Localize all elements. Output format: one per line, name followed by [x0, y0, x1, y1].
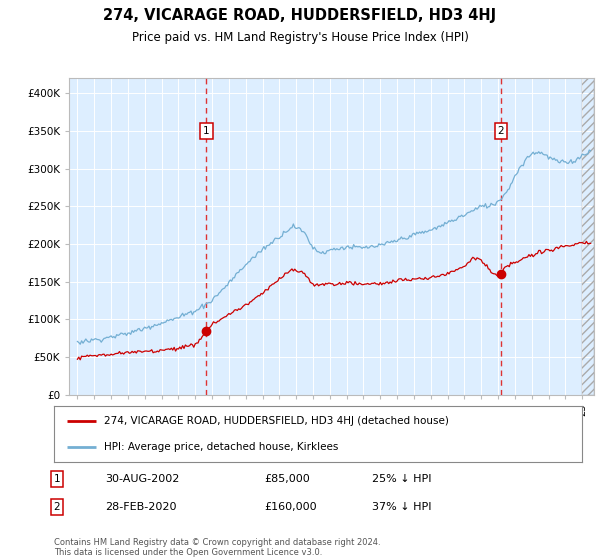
- Text: £85,000: £85,000: [264, 474, 310, 484]
- Text: HPI: Average price, detached house, Kirklees: HPI: Average price, detached house, Kirk…: [104, 442, 338, 452]
- Text: 1: 1: [53, 474, 61, 484]
- Text: 37% ↓ HPI: 37% ↓ HPI: [372, 502, 431, 512]
- Text: 2: 2: [497, 126, 504, 136]
- Text: Contains HM Land Registry data © Crown copyright and database right 2024.
This d: Contains HM Land Registry data © Crown c…: [54, 538, 380, 557]
- Text: 1: 1: [203, 126, 210, 136]
- Text: 28-FEB-2020: 28-FEB-2020: [105, 502, 176, 512]
- Text: 30-AUG-2002: 30-AUG-2002: [105, 474, 179, 484]
- Text: 25% ↓ HPI: 25% ↓ HPI: [372, 474, 431, 484]
- Text: Price paid vs. HM Land Registry's House Price Index (HPI): Price paid vs. HM Land Registry's House …: [131, 31, 469, 44]
- Text: 274, VICARAGE ROAD, HUDDERSFIELD, HD3 4HJ: 274, VICARAGE ROAD, HUDDERSFIELD, HD3 4H…: [103, 8, 497, 24]
- Text: 274, VICARAGE ROAD, HUDDERSFIELD, HD3 4HJ (detached house): 274, VICARAGE ROAD, HUDDERSFIELD, HD3 4H…: [104, 416, 449, 426]
- Text: 2: 2: [53, 502, 61, 512]
- Text: £160,000: £160,000: [264, 502, 317, 512]
